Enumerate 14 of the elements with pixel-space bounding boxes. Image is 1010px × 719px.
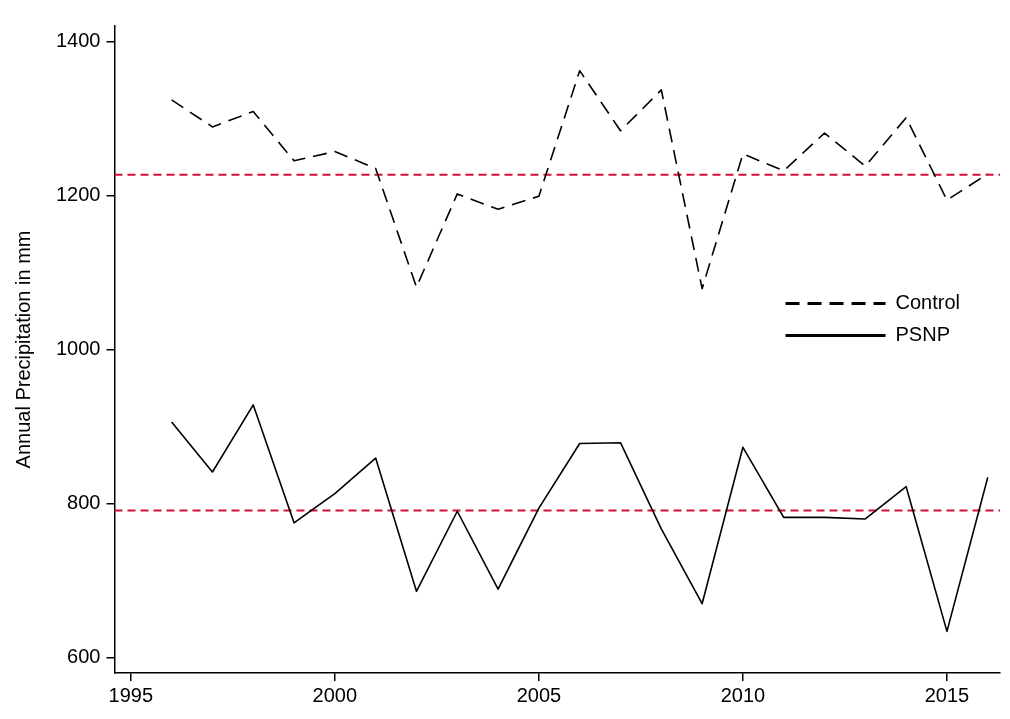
y-tick-label: 1200 xyxy=(55,182,101,205)
y-tick-label: 800 xyxy=(67,491,101,514)
legend-label: Control xyxy=(895,291,961,314)
y-tick-label: 600 xyxy=(67,645,101,668)
x-tick-label: 2015 xyxy=(924,683,970,706)
legend-label: PSNP xyxy=(895,323,950,346)
line-series xyxy=(170,69,989,290)
y-axis-title: Annual Precipitation in mm xyxy=(11,230,34,469)
x-tick-label: 2005 xyxy=(516,683,562,706)
x-tick-label: 2000 xyxy=(312,683,358,706)
y-tick-label: 1400 xyxy=(55,28,101,51)
x-tick-label: 2010 xyxy=(720,683,766,706)
y-tick-label: 1000 xyxy=(55,337,101,360)
x-tick-label: 1995 xyxy=(108,683,154,706)
